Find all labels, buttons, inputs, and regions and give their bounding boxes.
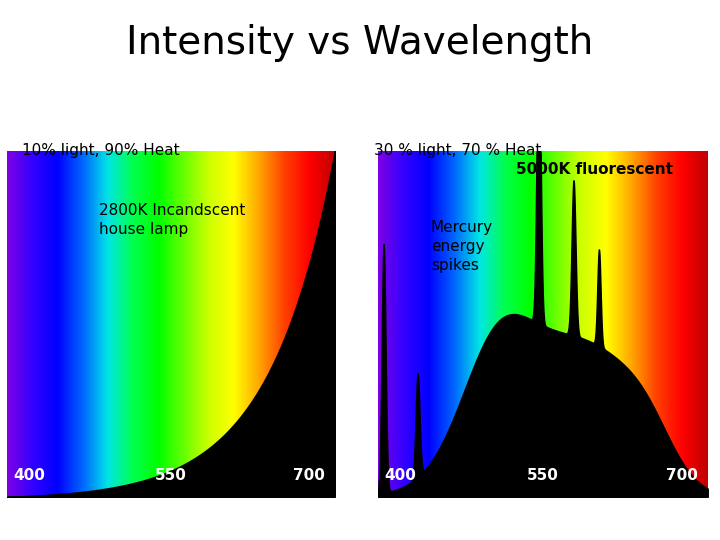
Text: 400: 400: [384, 468, 416, 483]
Text: 700: 700: [666, 468, 698, 483]
Text: 550: 550: [527, 468, 559, 483]
Text: 700: 700: [293, 468, 325, 483]
Text: 550: 550: [155, 468, 187, 483]
Text: 5000K fluorescent: 5000K fluorescent: [516, 161, 673, 177]
Text: Mercury
energy
spikes: Mercury energy spikes: [431, 220, 493, 273]
Text: 2800K Incandscent
house lamp: 2800K Incandscent house lamp: [99, 203, 246, 237]
Text: 30 % light, 70 % Heat: 30 % light, 70 % Heat: [374, 143, 541, 158]
Text: 400: 400: [14, 468, 45, 483]
Text: Intensity vs Wavelength: Intensity vs Wavelength: [127, 24, 593, 62]
Text: 10% light, 90% Heat: 10% light, 90% Heat: [22, 143, 179, 158]
